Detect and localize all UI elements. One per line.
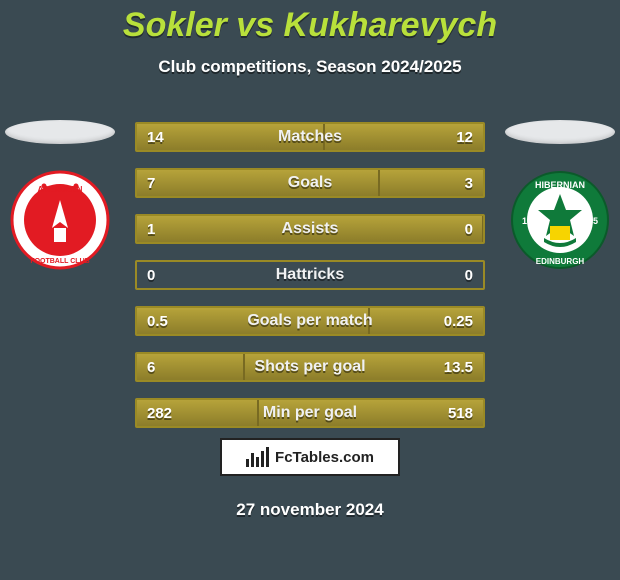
- stat-value-left: 1: [147, 216, 155, 242]
- svg-text:18: 18: [522, 216, 532, 226]
- svg-text:EDINBURGH: EDINBURGH: [536, 257, 585, 266]
- stat-value-left: 0.5: [147, 308, 168, 334]
- svg-text:75: 75: [588, 216, 598, 226]
- stat-value-right: 12: [456, 124, 473, 150]
- stat-label: Goals: [137, 170, 483, 196]
- stat-row: Matches14 12: [135, 122, 485, 152]
- stat-label: Min per goal: [137, 400, 483, 426]
- stat-label: Matches: [137, 124, 483, 150]
- stat-row: Assists1 0: [135, 214, 485, 244]
- aberdeen-badge-icon: ABERDEEN FOOTBALL CLUB: [10, 170, 110, 270]
- stat-label: Assists: [137, 216, 483, 242]
- stat-value-left: 7: [147, 170, 155, 196]
- player-right-silhouette: [505, 120, 615, 144]
- stat-value-right: 0: [465, 216, 473, 242]
- page-title: Sokler vs Kukharevych: [0, 0, 620, 45]
- stat-label: Goals per match: [137, 308, 483, 334]
- stat-label: Hattricks: [137, 262, 483, 288]
- footer-date: 27 november 2024: [0, 500, 620, 520]
- stat-row: Shots per goal6 13.5: [135, 352, 485, 382]
- stat-value-left: 14: [147, 124, 164, 150]
- hibernian-badge-icon: HIBERNIAN EDINBURGH 18 75: [510, 170, 610, 270]
- svg-text:HIBERNIAN: HIBERNIAN: [535, 180, 585, 190]
- stat-row: Hattricks0 0: [135, 260, 485, 290]
- stat-row: Goals7 3: [135, 168, 485, 198]
- stat-value-left: 0: [147, 262, 155, 288]
- club-right-badge: HIBERNIAN EDINBURGH 18 75: [510, 170, 610, 270]
- stat-value-left: 282: [147, 400, 172, 426]
- svg-text:FOOTBALL CLUB: FOOTBALL CLUB: [30, 258, 89, 265]
- club-left-badge: ABERDEEN FOOTBALL CLUB: [10, 170, 110, 270]
- brand-text: FcTables.com: [275, 449, 374, 466]
- fctables-logo: FcTables.com: [220, 438, 400, 476]
- stat-value-left: 6: [147, 354, 155, 380]
- player-left: ABERDEEN FOOTBALL CLUB: [0, 120, 120, 270]
- stat-value-right: 3: [465, 170, 473, 196]
- stat-label: Shots per goal: [137, 354, 483, 380]
- stat-value-right: 13.5: [444, 354, 473, 380]
- stat-row: Goals per match0.5 0.25: [135, 306, 485, 336]
- stat-value-right: 518: [448, 400, 473, 426]
- player-right: HIBERNIAN EDINBURGH 18 75: [500, 120, 620, 270]
- stat-value-right: 0: [465, 262, 473, 288]
- subtitle: Club competitions, Season 2024/2025: [0, 57, 620, 77]
- stats-bars: Matches1412Goals73Assists10Hattricks00Go…: [135, 122, 485, 444]
- bars-icon: [246, 447, 271, 467]
- stat-value-right: 0.25: [444, 308, 473, 334]
- player-left-silhouette: [5, 120, 115, 144]
- stat-row: Min per goal282 518: [135, 398, 485, 428]
- comparison-card: Sokler vs Kukharevych Club competitions,…: [0, 0, 620, 580]
